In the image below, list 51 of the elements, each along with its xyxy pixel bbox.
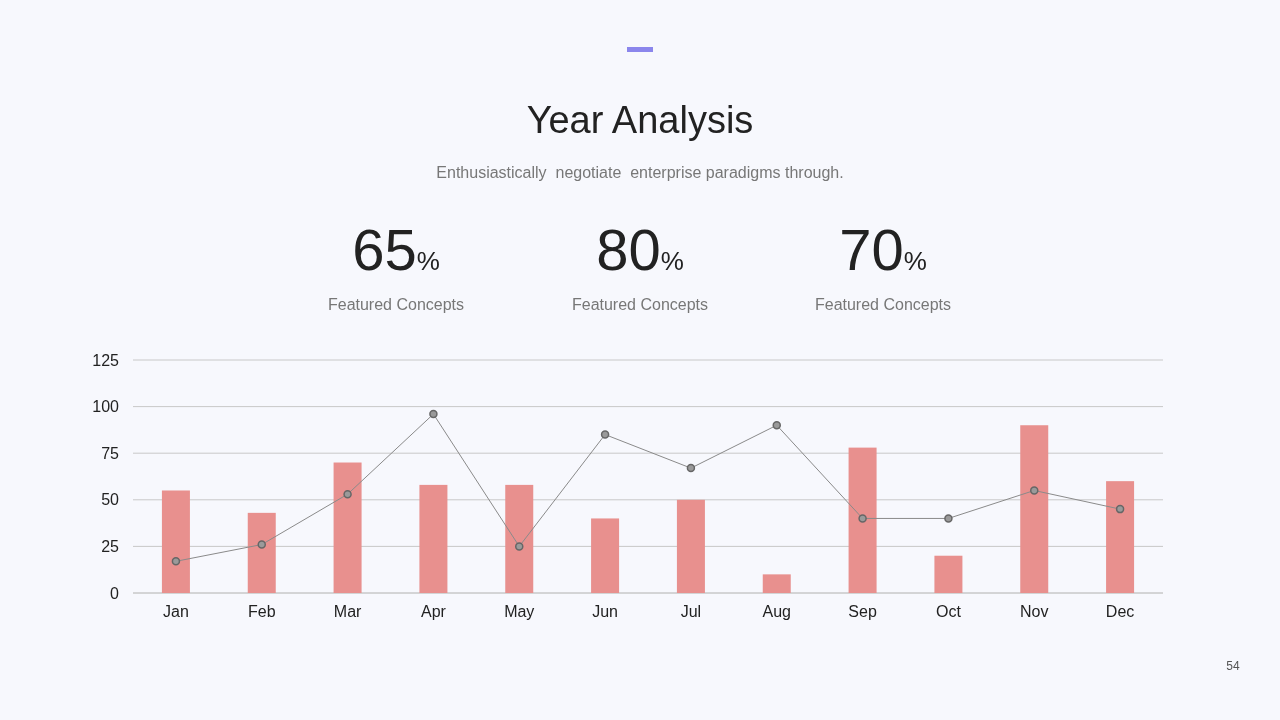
point bbox=[686, 463, 696, 473]
x-tick-label: Dec bbox=[1105, 603, 1135, 620]
point bbox=[1030, 486, 1039, 495]
x-tick-label: Feb bbox=[247, 603, 276, 620]
y-tick-label: 50 bbox=[101, 491, 120, 509]
x-tick-label: Jun bbox=[592, 603, 618, 620]
text: 54 bbox=[1226, 659, 1240, 673]
point bbox=[429, 409, 438, 419]
x-tick-label: Sep bbox=[848, 603, 877, 620]
bar bbox=[505, 484, 534, 593]
point bbox=[257, 540, 266, 549]
bar bbox=[247, 512, 276, 593]
x-tick-label: Oct bbox=[935, 603, 962, 620]
bar bbox=[934, 555, 963, 593]
bar bbox=[333, 462, 362, 593]
text: 70% bbox=[839, 217, 927, 282]
bar bbox=[1106, 481, 1135, 593]
bar bbox=[591, 518, 620, 593]
x-tick-label: Jan bbox=[163, 603, 189, 620]
x-tick-label: Jul bbox=[680, 603, 702, 620]
bar bbox=[161, 490, 190, 593]
text: 80% bbox=[596, 217, 684, 282]
point bbox=[1115, 504, 1125, 514]
x-tick-label: May bbox=[504, 603, 535, 620]
text: Featured Concepts bbox=[571, 296, 709, 313]
point bbox=[171, 557, 181, 566]
bar bbox=[676, 499, 705, 593]
bar bbox=[762, 574, 791, 593]
x-tick-label: Nov bbox=[1020, 603, 1049, 620]
chart-subtitle: Enthusiastically negotiate enterprise paradigms through. bbox=[436, 164, 844, 181]
y-tick-label: 75 bbox=[101, 444, 120, 462]
point bbox=[944, 514, 953, 523]
point bbox=[858, 514, 867, 523]
y-tick-label: 125 bbox=[92, 351, 120, 369]
text: Featured Concepts bbox=[327, 296, 465, 313]
point bbox=[772, 420, 781, 430]
point bbox=[600, 430, 610, 439]
x-tick-label: Mar bbox=[333, 603, 363, 620]
point bbox=[515, 542, 524, 551]
bar bbox=[419, 484, 448, 593]
y-tick-label: 25 bbox=[101, 538, 120, 555]
y-tick-label: 100 bbox=[92, 398, 120, 416]
bar bbox=[1020, 425, 1049, 593]
x-tick-label: Aug bbox=[762, 603, 791, 620]
y-tick-label: 0 bbox=[110, 584, 120, 602]
x-tick-label: Apr bbox=[420, 603, 447, 620]
text: Featured Concepts bbox=[814, 296, 952, 313]
bar bbox=[848, 447, 877, 593]
chart-title: Year Analysis bbox=[526, 99, 754, 141]
point bbox=[343, 489, 352, 499]
text: 65% bbox=[352, 217, 440, 282]
